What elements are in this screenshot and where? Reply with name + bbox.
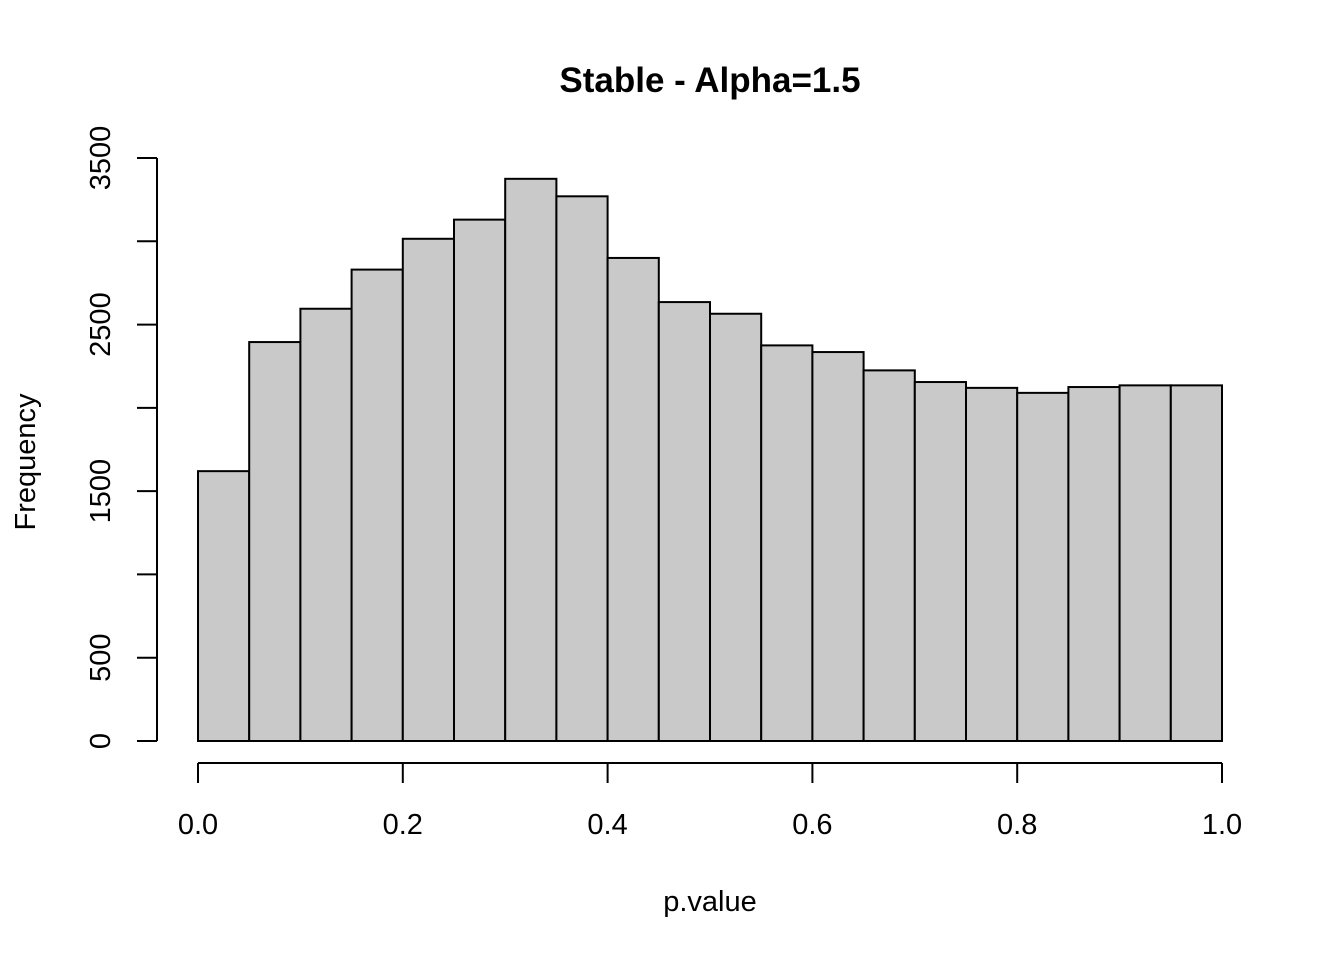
histogram-bar xyxy=(1016,391,1070,742)
histogram-bar xyxy=(913,381,967,742)
y-axis: 0 500 1500 2500 3500 xyxy=(85,126,158,749)
histogram-bar xyxy=(811,351,865,742)
histogram-bar xyxy=(401,237,455,742)
histogram-bar xyxy=(453,218,507,743)
x-axis: 0.0 0.2 0.4 0.6 0.8 1.0 xyxy=(178,762,1242,841)
y-tick-label: 3500 xyxy=(85,126,117,191)
bars-group xyxy=(197,177,1224,743)
y-axis-label: Frequency xyxy=(10,393,42,531)
x-tick-label: 0.0 xyxy=(178,809,218,841)
histogram-bar xyxy=(862,369,916,742)
y-tick-label: 0 xyxy=(85,733,117,749)
histogram-bar xyxy=(965,386,1019,742)
y-tick-label: 1500 xyxy=(85,459,117,524)
histogram-bar xyxy=(197,470,251,742)
x-tick-label: 1.0 xyxy=(1202,809,1242,841)
y-tick-label: 2500 xyxy=(85,292,117,357)
histogram-bar xyxy=(299,307,353,742)
histogram-bar xyxy=(657,301,711,742)
histogram-bar xyxy=(709,312,763,742)
x-axis-label: p.value xyxy=(663,886,757,918)
x-tick-label: 0.4 xyxy=(587,809,627,841)
histogram-bar xyxy=(555,195,609,743)
histogram-bar xyxy=(350,268,404,742)
histogram-bar xyxy=(504,177,558,743)
histogram-bar xyxy=(1067,386,1121,742)
x-tick-label: 0.8 xyxy=(997,809,1037,841)
x-tick-label: 0.6 xyxy=(792,809,832,841)
histogram-bar xyxy=(1118,384,1172,742)
x-tick-label: 0.2 xyxy=(383,809,423,841)
chart-title: Stable - Alpha=1.5 xyxy=(559,61,860,100)
histogram-bar xyxy=(1169,384,1224,742)
y-tick-label: 500 xyxy=(85,634,117,682)
histogram-bar xyxy=(760,344,814,742)
histogram-bar xyxy=(248,341,302,742)
histogram-bar xyxy=(606,256,660,742)
